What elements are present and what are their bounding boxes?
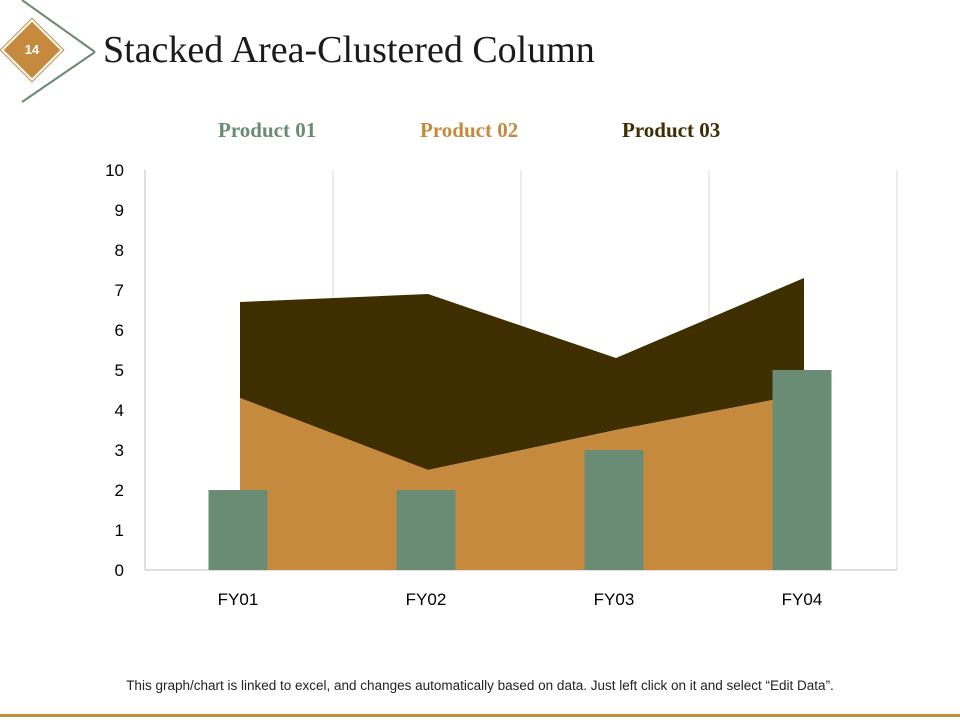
chart-legend: Product 01 Product 02 Product 03 [0, 118, 960, 148]
legend-item-product-02: Product 02 [420, 118, 519, 142]
y-tick-label: 2 [115, 481, 124, 500]
slide-badge-lines [21, 0, 96, 103]
bottom-accent-rule [0, 714, 960, 717]
y-tick-label: 5 [115, 361, 124, 380]
x-tick-label: FY03 [594, 590, 635, 609]
y-tick-label: 9 [115, 201, 124, 220]
y-tick-label: 4 [115, 401, 124, 420]
x-tick-label: FY02 [406, 590, 447, 609]
y-tick-label: 8 [115, 241, 124, 260]
y-tick-label: 7 [115, 281, 124, 300]
slide-number: 14 [24, 42, 40, 57]
y-tick-label: 10 [105, 161, 124, 180]
x-tick-label: FY01 [218, 590, 259, 609]
x-tick-label: FY04 [782, 590, 823, 609]
legend-item-product-01: Product 01 [218, 118, 317, 142]
area-product-02 [240, 394, 804, 570]
y-tick-label: 1 [115, 521, 124, 540]
column-product-01 [772, 370, 832, 570]
chart-footnote: This graph/chart is linked to excel, and… [126, 678, 834, 693]
column-product-01 [208, 490, 268, 570]
column-product-01 [584, 450, 644, 570]
y-tick-label: 6 [115, 321, 124, 340]
area-product-03 [240, 278, 804, 470]
column-product-01 [396, 490, 456, 570]
page-title: Stacked Area-Clustered Column [103, 29, 595, 71]
legend-item-product-03: Product 03 [622, 118, 721, 142]
chart: 0 1 2 3 4 5 6 7 8 9 10 FY01 FY02 FY03 FY04 [105, 161, 898, 609]
y-tick-label: 3 [115, 441, 124, 460]
y-tick-label: 0 [115, 561, 124, 580]
